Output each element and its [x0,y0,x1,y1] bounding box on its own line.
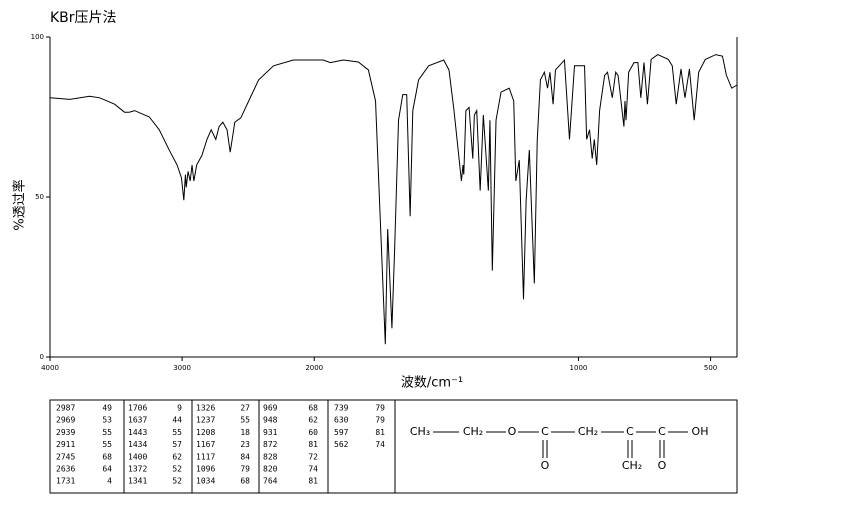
peak-wavenumber: 2987 [56,404,75,413]
peak-wavenumber: 1731 [56,477,75,486]
peak-transmittance: 23 [240,440,250,449]
peak-wavenumber: 969 [263,404,278,413]
peak-transmittance: 62 [308,416,318,425]
peak-transmittance: 52 [172,477,182,486]
x-tick-label: 2000 [305,364,323,372]
peak-transmittance: 55 [102,440,112,449]
peak-wavenumber: 820 [263,465,278,474]
structure: CH₃ CH₂ O C CH₂ C C OH O CH₂ O [410,425,709,472]
y-tick-label: 50 [35,193,44,201]
peak-transmittance: 72 [308,452,318,461]
peak-wavenumber: 1117 [196,452,215,461]
peak-wavenumber: 2939 [56,428,75,437]
peak-wavenumber: 1443 [128,428,147,437]
peak-wavenumber: 1326 [196,404,215,413]
spectrum-line [49,54,738,345]
peak-transmittance: 68 [308,404,318,413]
atom-group: C [658,425,666,438]
table-dividers [123,400,396,493]
peak-transmittance: 81 [308,477,318,486]
y-axis-label: %透过率 [12,179,28,230]
peak-wavenumber: 828 [263,452,278,461]
atom-group: CH₃ [410,425,430,438]
peak-wavenumber: 2745 [56,452,75,461]
chart-title: KBr压片法 [50,10,117,26]
peak-transmittance: 53 [102,416,112,425]
peak-transmittance: 9 [177,404,182,413]
y-tick-label: 0 [40,353,44,361]
peak-transmittance: 68 [240,477,250,486]
peak-transmittance: 60 [308,428,318,437]
peak-transmittance: 18 [240,428,250,437]
peak-wavenumber: 2969 [56,416,75,425]
peak-transmittance: 55 [102,428,112,437]
structure-bonds [433,431,688,458]
peak-wavenumber: 1096 [196,465,215,474]
peak-wavenumber: 1400 [128,452,147,461]
peak-transmittance: 44 [172,416,182,425]
atom-group: O [541,459,550,472]
atom-group: CH₂ [578,425,598,438]
peak-transmittance: 52 [172,465,182,474]
peak-wavenumber: 1034 [196,477,215,486]
peak-wavenumber: 1637 [128,416,147,425]
peak-transmittance: 27 [240,404,250,413]
peak-transmittance: 79 [375,404,385,413]
peak-wavenumber: 630 [334,416,349,425]
peak-transmittance: 49 [102,404,112,413]
peak-transmittance: 4 [107,477,112,486]
peak-wavenumber: 1208 [196,428,215,437]
atom-group: O [658,459,667,472]
atom-group: C [541,425,549,438]
peak-transmittance: 81 [375,428,385,437]
peak-transmittance: 84 [240,452,250,461]
peak-transmittance: 62 [172,452,182,461]
peak-wavenumber: 931 [263,428,278,437]
peak-wavenumber: 764 [263,477,278,486]
peak-wavenumber: 1706 [128,404,147,413]
peak-wavenumber: 739 [334,404,349,413]
peak-transmittance: 79 [240,465,250,474]
y-tick-label: 100 [31,33,44,41]
peak-transmittance: 57 [172,440,182,449]
atom-group: O [508,425,517,438]
peak-transmittance: 81 [308,440,318,449]
peak-wavenumber: 562 [334,440,349,449]
peak-table-frame [49,399,738,494]
peak-wavenumber: 948 [263,416,278,425]
peak-transmittance: 74 [308,465,318,474]
peak-transmittance: 79 [375,416,385,425]
peak-wavenumber: 1237 [196,416,215,425]
atom-group: OH [692,425,709,438]
peak-wavenumber: 2636 [56,465,75,474]
x-axis-label: 波数/cm⁻¹ [401,376,463,391]
peak-wavenumber: 1341 [128,477,147,486]
peak-wavenumber: 597 [334,428,349,437]
peak-transmittance: 68 [102,452,112,461]
peak-transmittance: 64 [102,465,112,474]
peak-wavenumber: 1167 [196,440,215,449]
atom-group: CH₂ [622,459,642,472]
peak-wavenumber: 1434 [128,440,147,449]
x-tick-label: 500 [704,364,717,372]
peak-wavenumber: 1372 [128,465,147,474]
peak-transmittance: 55 [172,428,182,437]
x-tick-label: 1000 [570,364,588,372]
peak-wavenumber: 2911 [56,440,75,449]
x-tick-label: 3000 [173,364,191,372]
peak-transmittance: 74 [375,440,385,449]
peak-transmittance: 55 [240,416,250,425]
atom-group: C [626,425,634,438]
x-tick-label: 4000 [41,364,59,372]
peak-wavenumber: 872 [263,440,278,449]
atom-group: CH₂ [463,425,483,438]
